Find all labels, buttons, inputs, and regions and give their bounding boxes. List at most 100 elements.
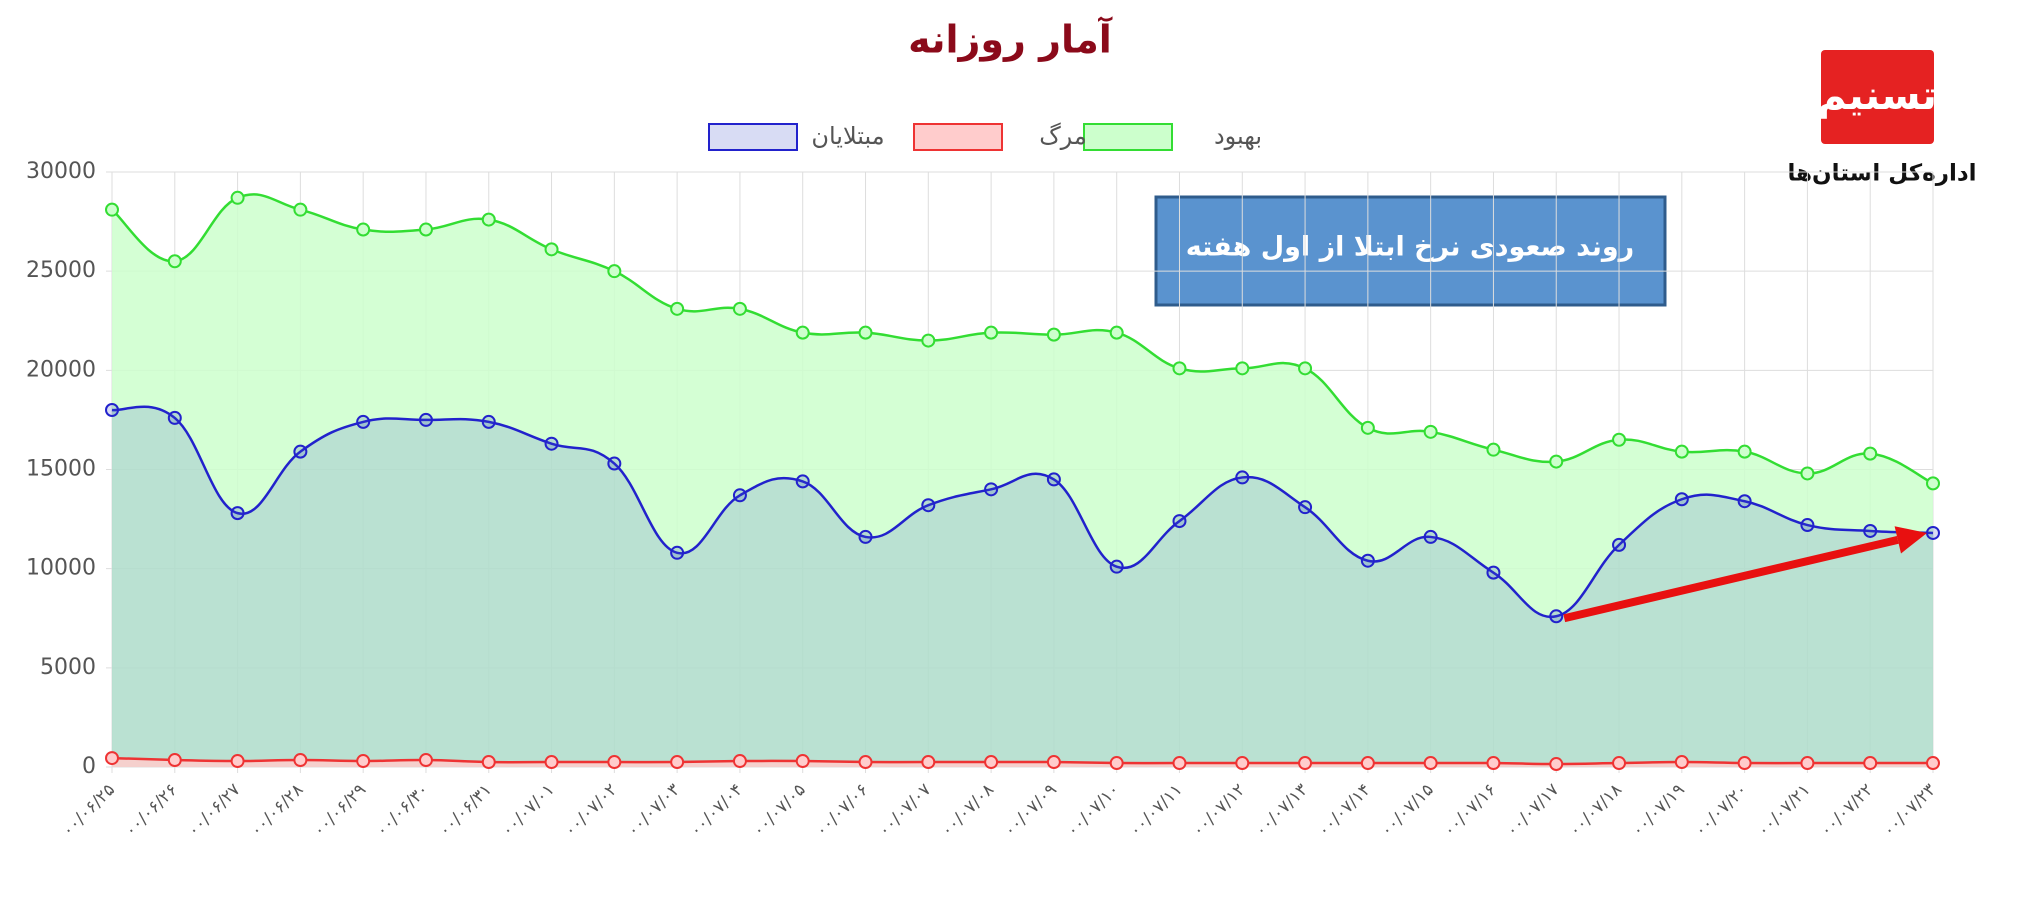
legend-swatch <box>1083 123 1173 151</box>
point <box>1926 525 1940 540</box>
point <box>1737 756 1752 771</box>
x-tick-label: ۰۰/۰۷/۰۴ <box>686 780 747 841</box>
x-tick-label: ۰۰/۰۷/۰۷ <box>874 780 935 841</box>
point <box>1800 466 1815 481</box>
arrow-head <box>1894 526 1927 554</box>
y-tick-label: 25000 <box>26 258 96 283</box>
point <box>1235 756 1250 771</box>
logo-caption: اداره‌کل استان‌ها <box>1787 161 1976 187</box>
point <box>544 242 559 257</box>
point <box>607 456 622 471</box>
point <box>732 754 747 769</box>
x-tick-label: ۰۰/۰۷/۲۱ <box>1753 780 1814 841</box>
point <box>670 301 685 316</box>
point <box>1863 446 1878 461</box>
point <box>544 755 559 770</box>
point <box>1612 756 1627 771</box>
y-tick-label: 5000 <box>40 655 96 680</box>
point <box>984 325 999 340</box>
arrow-shaft <box>1563 535 1899 623</box>
point <box>1674 492 1689 507</box>
point <box>1298 500 1313 515</box>
point <box>1486 442 1501 457</box>
point <box>1235 470 1250 485</box>
x-tick-label: ۰۰/۰۷/۲۳ <box>1879 780 1940 841</box>
point <box>732 488 747 503</box>
legend-label: بهبود <box>1214 122 1262 150</box>
annotation-box <box>1154 195 1667 307</box>
point <box>356 754 371 769</box>
x-tick-label: ۰۰/۰۷/۱۱ <box>1126 780 1187 841</box>
point <box>1926 476 1940 491</box>
point <box>858 529 873 544</box>
point <box>167 410 182 425</box>
point <box>230 506 245 521</box>
x-tick-label: ۰۰/۰۶/۲۸ <box>246 780 307 841</box>
x-tick-label: ۰۰/۰۷/۱۴ <box>1314 780 1375 841</box>
point <box>1423 424 1438 439</box>
point <box>544 436 559 451</box>
point <box>984 482 999 497</box>
point <box>858 325 873 340</box>
x-tick-label: ۰۰/۰۶/۲۵ <box>58 780 119 841</box>
legend-swatch <box>708 123 798 151</box>
point <box>607 264 622 279</box>
point <box>670 545 685 560</box>
point <box>1863 523 1878 538</box>
point <box>1863 756 1878 771</box>
y-tick-label: 30000 <box>26 159 96 184</box>
point <box>1172 361 1187 376</box>
point <box>1172 756 1187 771</box>
x-tick-label: ۰۰/۰۶/۲۶ <box>121 780 182 841</box>
point <box>1800 756 1815 771</box>
x-tick-label: ۰۰/۰۷/۱۳ <box>1251 780 1312 841</box>
point <box>230 190 245 205</box>
point <box>105 202 119 217</box>
line <box>111 405 1934 619</box>
point <box>795 754 810 769</box>
annotation: روند صعودی نرخ ابتلا از اول هفته <box>1186 232 1634 263</box>
point <box>1235 361 1250 376</box>
x-tick-label: ۰۰/۰۶/۲۹ <box>309 780 370 841</box>
point <box>921 498 936 513</box>
legend-swatch <box>913 123 1003 151</box>
logo <box>1821 50 1934 144</box>
point <box>167 254 182 269</box>
x-tick-label: ۰۰/۰۶/۲۷ <box>184 780 245 841</box>
point <box>1360 756 1375 771</box>
legend-label: مبتلایان <box>811 122 884 150</box>
y-tick-label: 15000 <box>26 457 96 482</box>
point <box>293 202 308 217</box>
point <box>1109 756 1124 771</box>
point <box>1046 472 1061 487</box>
point <box>1298 361 1313 376</box>
point <box>418 222 433 237</box>
area <box>112 194 1933 767</box>
point <box>167 753 182 768</box>
y-tick-label: 10000 <box>26 556 96 581</box>
x-tick-label: ۰۰/۰۷/۰۹ <box>1000 780 1061 841</box>
x-tick-label: ۰۰/۰۶/۳۱ <box>435 780 496 841</box>
x-tick-label: ۰۰/۰۷/۱۲ <box>1188 780 1249 841</box>
point <box>1298 756 1313 771</box>
area <box>112 406 1933 767</box>
point <box>1926 756 1940 771</box>
point <box>1612 432 1627 447</box>
legend-label: مرگ <box>1039 122 1087 150</box>
point <box>1109 325 1124 340</box>
x-tick-label: ۰۰/۰۷/۲۰ <box>1691 780 1752 841</box>
point <box>1423 529 1438 544</box>
point <box>356 414 371 429</box>
point <box>1549 609 1564 624</box>
point <box>105 403 119 417</box>
point <box>1612 537 1627 552</box>
point <box>1109 559 1124 574</box>
point <box>1423 756 1438 771</box>
point <box>356 222 371 237</box>
point <box>481 755 496 770</box>
x-tick-label: ۰۰/۰۷/۰۱ <box>498 780 559 841</box>
x-tick-label: ۰۰/۰۷/۱۷ <box>1502 780 1563 841</box>
x-tick-label: ۰۰/۰۷/۰۵ <box>749 780 810 841</box>
point <box>1046 327 1061 342</box>
